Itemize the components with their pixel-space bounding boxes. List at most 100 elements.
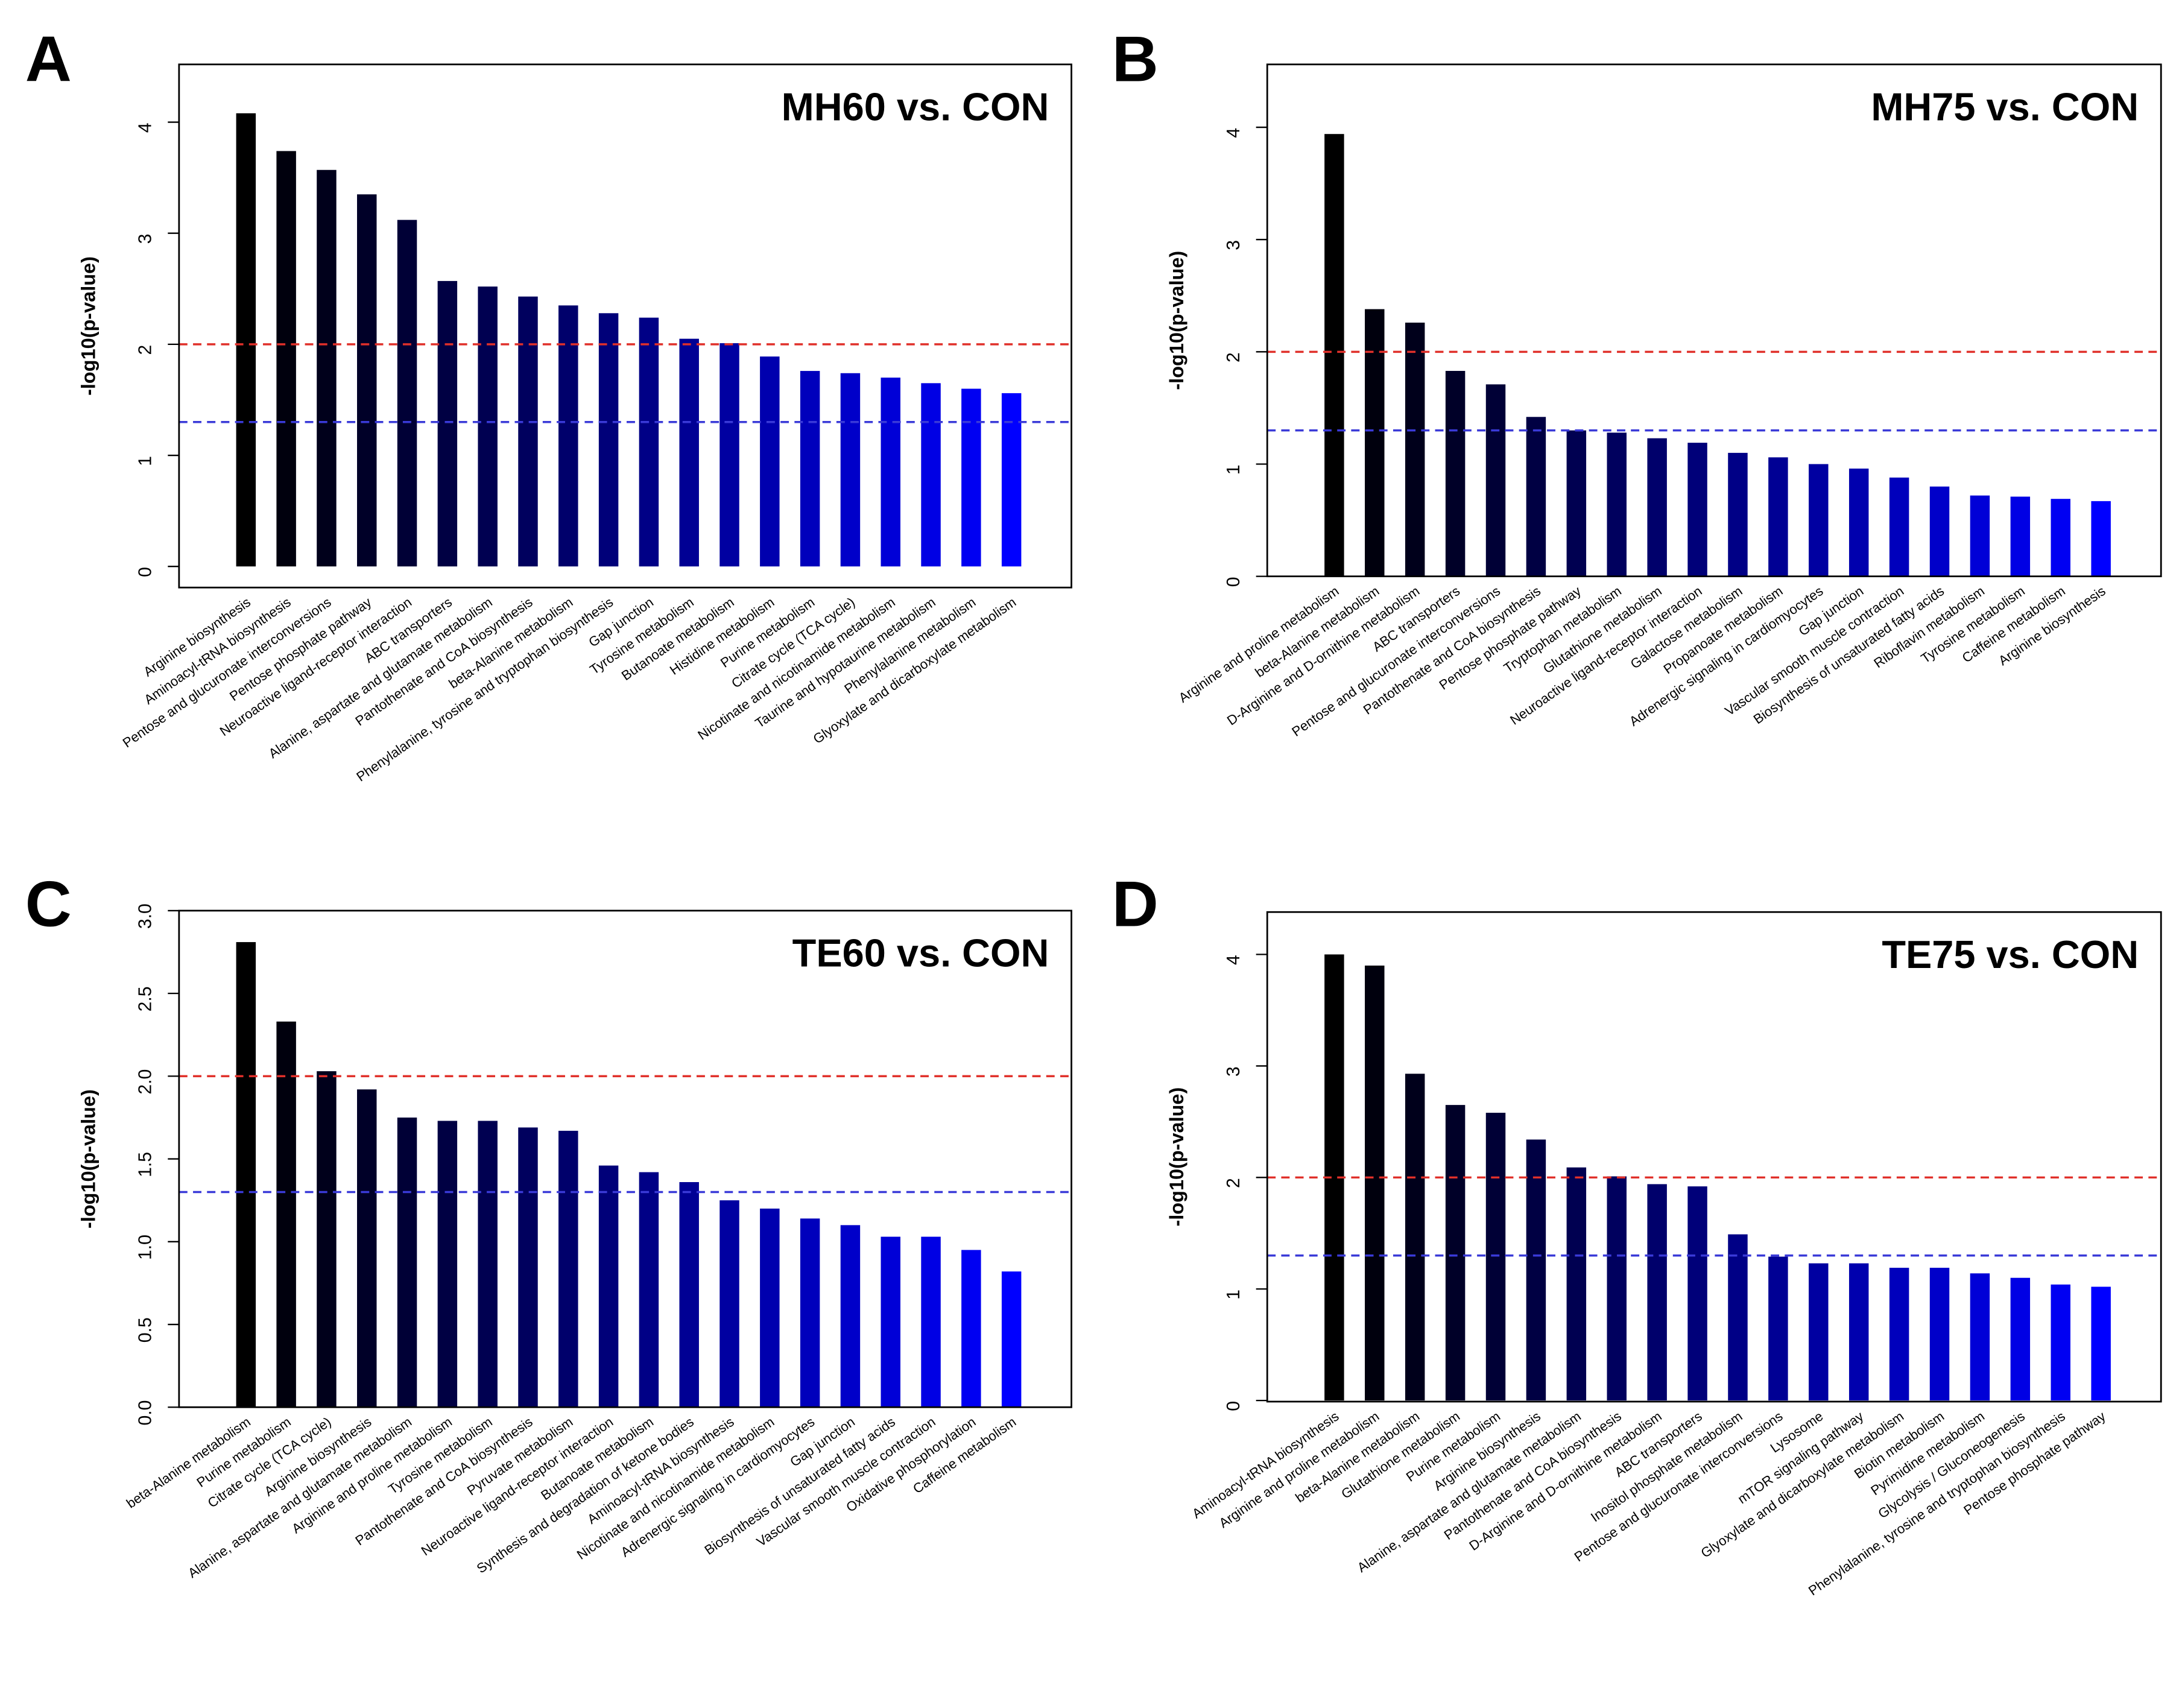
bar [760, 1208, 780, 1408]
y-tick-label: 2 [135, 345, 155, 355]
bar [921, 383, 941, 567]
bar [317, 169, 337, 567]
bar [1929, 1268, 1950, 1401]
bar [840, 373, 861, 567]
plot-frame [1266, 63, 2162, 578]
y-tick-label: 1.5 [135, 1152, 155, 1177]
bar [1405, 322, 1425, 577]
bar [800, 1218, 820, 1408]
y-tick-label: 0 [1224, 1401, 1244, 1411]
y-axis-label: -log10(p-value) [78, 256, 100, 396]
panel-letter: C [25, 867, 72, 940]
bar [357, 1089, 377, 1408]
bar [598, 1165, 619, 1408]
y-tick-label: 4 [1224, 955, 1244, 965]
bar [1566, 1167, 1587, 1401]
y-axis-label: -log10(p-value) [1166, 1087, 1187, 1227]
bar [639, 1172, 659, 1408]
bar [1445, 1105, 1466, 1401]
bar [1728, 1234, 1748, 1401]
bar [1445, 370, 1466, 577]
x-tick-label: Arginine and proline metabolism [1216, 1408, 1382, 1531]
bar [397, 1117, 417, 1408]
y-tick-label: 1.0 [135, 1235, 155, 1260]
bar [276, 1021, 296, 1408]
bar [598, 313, 619, 567]
bar [317, 1071, 337, 1408]
y-axis-label: -log10(p-value) [1166, 251, 1187, 390]
panel: B MH75 vs. CON -log10(p-value) 0 1 2 3 4 Arginin… [1112, 23, 2162, 739]
x-tick-label: Arginine and proline metabolism [1176, 583, 1342, 706]
bar [437, 1121, 458, 1408]
y-tick-label: 3 [135, 234, 155, 244]
bar [679, 338, 699, 567]
y-tick-label: 3 [1224, 1066, 1244, 1077]
y-tick-label: 0.0 [135, 1400, 155, 1426]
bar [1526, 417, 1546, 577]
bar [1647, 1184, 1667, 1401]
bar [921, 1236, 941, 1408]
bar [1526, 1139, 1546, 1401]
bar [1365, 966, 1385, 1401]
bar [478, 286, 498, 567]
panel-letter: A [25, 23, 72, 95]
bar [518, 1127, 538, 1408]
bar [1768, 457, 1788, 577]
bar [1485, 384, 1506, 577]
y-tick-label: 4 [135, 122, 155, 133]
bar [236, 113, 256, 567]
bar [679, 1182, 699, 1408]
bar [760, 356, 780, 567]
bar [2010, 496, 2031, 577]
bar [1768, 1256, 1788, 1401]
y-tick-label: 0 [135, 567, 155, 577]
panel-letter: D [1112, 867, 1159, 940]
bar [1001, 393, 1022, 567]
chart-title: MH75 vs. CON [1871, 85, 2139, 129]
bar [1970, 1273, 1990, 1401]
bar [1848, 1263, 1869, 1401]
bar [1889, 477, 1909, 577]
bar [719, 1200, 739, 1408]
y-tick-label: 1 [1224, 464, 1244, 475]
y-tick-label: 2.0 [135, 1069, 155, 1095]
y-tick-label: 2.5 [135, 986, 155, 1011]
bar [639, 317, 659, 567]
bar [961, 1250, 981, 1408]
bar [357, 194, 377, 567]
y-tick-label: 1 [1224, 1289, 1244, 1300]
bar [1566, 430, 1587, 577]
bar [800, 371, 820, 567]
bar [1607, 432, 1627, 577]
bar [397, 220, 417, 567]
plot-frame [178, 909, 1072, 1408]
bar [1848, 468, 1869, 577]
y-tick-label: 0 [1224, 577, 1244, 587]
bar [1607, 1176, 1627, 1401]
bar [1687, 443, 1707, 577]
bar [1809, 1263, 1829, 1401]
bar [558, 1130, 578, 1408]
bar [518, 296, 538, 567]
y-tick-label: 2 [1224, 1178, 1244, 1188]
y-tick-label: 1 [135, 456, 155, 466]
chart-title: TE75 vs. CON [1882, 932, 2139, 976]
y-tick-label: 3 [1224, 240, 1244, 250]
y-tick-label: 3.0 [135, 903, 155, 929]
bar [1485, 1113, 1506, 1401]
bar [1889, 1268, 1909, 1401]
bar [437, 280, 458, 567]
plot-frame [178, 63, 1072, 589]
bar [1687, 1186, 1707, 1401]
bar [558, 305, 578, 567]
panel: C TE60 vs. CON -log10(p-value) 0.0 0.5 1.0 1.5… [25, 867, 1072, 1581]
bar [1809, 464, 1829, 577]
bar [1405, 1074, 1425, 1401]
bar [1970, 495, 1990, 577]
bar [2051, 1284, 2070, 1401]
bar [2010, 1277, 2031, 1401]
bar [1001, 1271, 1022, 1408]
bar [1365, 309, 1385, 577]
bar [881, 378, 900, 567]
